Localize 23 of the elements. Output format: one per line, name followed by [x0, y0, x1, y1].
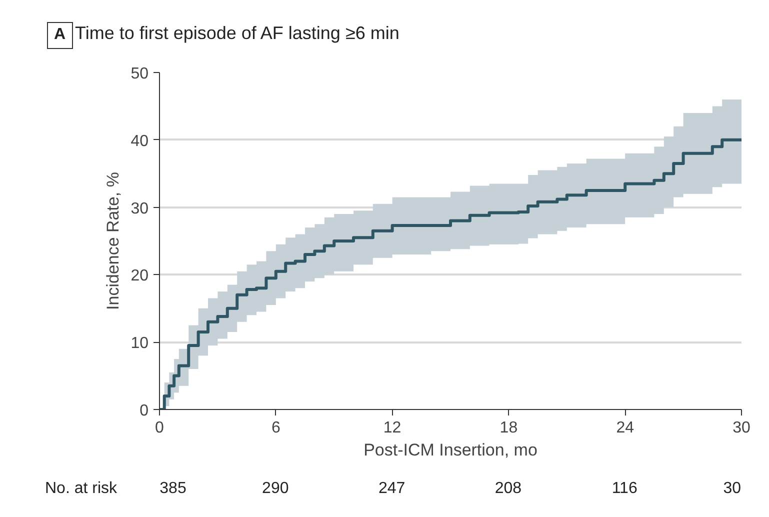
x-tick-label: 30 — [732, 420, 750, 436]
y-tick-label: 20 — [130, 268, 149, 285]
x-axis-title: Post-ICM Insertion, mo — [364, 440, 538, 460]
x-tick-label: 12 — [383, 420, 402, 436]
text: No. at risk — [45, 479, 118, 499]
y-tick-label: 0 — [140, 402, 149, 420]
text: A — [47, 22, 73, 49]
chart-title: Time to first episode of AF lasting ≥6 min — [75, 22, 400, 45]
y-tick-label: 30 — [130, 200, 149, 218]
y-tick-label: 40 — [130, 132, 149, 150]
x-tick-label: 6 — [271, 420, 280, 436]
text: 290 — [262, 479, 289, 499]
x-tick-label: 18 — [500, 420, 518, 436]
text: 116 — [612, 479, 638, 499]
y-tick-label: 10 — [130, 335, 149, 352]
text: 247 — [378, 479, 406, 499]
x-tick-label: 24 — [616, 420, 634, 436]
y-tick-label: 50 — [130, 66, 149, 82]
y-axis-title: Incidence Rate, % — [104, 172, 123, 310]
x-tick-label: 0 — [155, 420, 164, 436]
text: 30 — [723, 479, 741, 499]
text: 208 — [494, 479, 522, 499]
text: 385 — [160, 479, 186, 499]
